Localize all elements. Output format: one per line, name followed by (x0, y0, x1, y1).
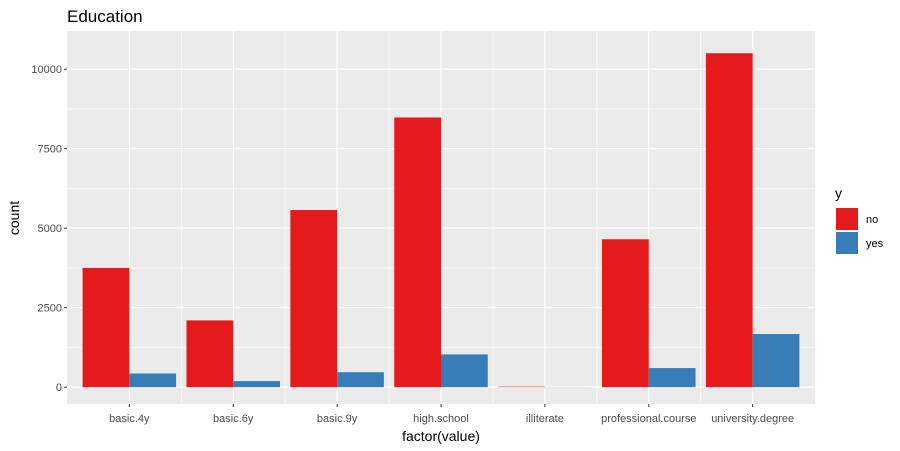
y-tick-label: 5000 (38, 223, 62, 235)
bar-no-university.degree (705, 53, 753, 388)
x-tick-label: illiterate (526, 413, 564, 425)
bar-no-high.school (394, 117, 441, 388)
legend: y no yes (835, 185, 884, 254)
bar-yes-basic.4y (129, 373, 177, 388)
x-tick-label: professional.course (601, 413, 696, 425)
y-axis: 0 2500 5000 7500 10000 (31, 64, 67, 394)
x-axis: basic.4y basic.6y basic.9y high.school illit… (109, 404, 794, 425)
legend-title: y (835, 185, 842, 201)
chart-title: Education (67, 7, 143, 26)
legend-label-no: no (866, 214, 878, 226)
bar-no-basic.9y (290, 210, 338, 388)
bar-no-basic.6y (186, 320, 234, 388)
bar-yes-university.degree (752, 334, 800, 388)
bar-yes-basic.9y (337, 372, 384, 388)
bar-yes-basic.6y (233, 381, 280, 388)
legend-items: no yes (836, 208, 884, 254)
legend-key-no (836, 208, 858, 230)
y-axis-title: count (6, 201, 22, 235)
bar-no-professional.course (602, 239, 649, 388)
x-tick-label: high.school (413, 413, 469, 425)
bar-yes-high.school (441, 354, 488, 388)
legend-key-yes (836, 232, 858, 254)
bar-no-basic.4y (82, 267, 130, 388)
bar-yes-professional.course (648, 368, 696, 388)
x-tick-label: basic.9y (317, 413, 358, 425)
x-tick-label: basic.4y (109, 413, 150, 425)
x-tick-label: basic.6y (213, 413, 254, 425)
y-tick-label: 10000 (31, 64, 62, 76)
y-tick-label: 0 (56, 382, 62, 394)
legend-label-yes: yes (866, 238, 884, 250)
x-tick-label: university.degree (711, 413, 794, 425)
bars (82, 53, 800, 388)
y-tick-label: 7500 (38, 144, 62, 156)
x-axis-title: factor(value) (402, 428, 480, 444)
y-tick-label: 2500 (38, 303, 62, 315)
